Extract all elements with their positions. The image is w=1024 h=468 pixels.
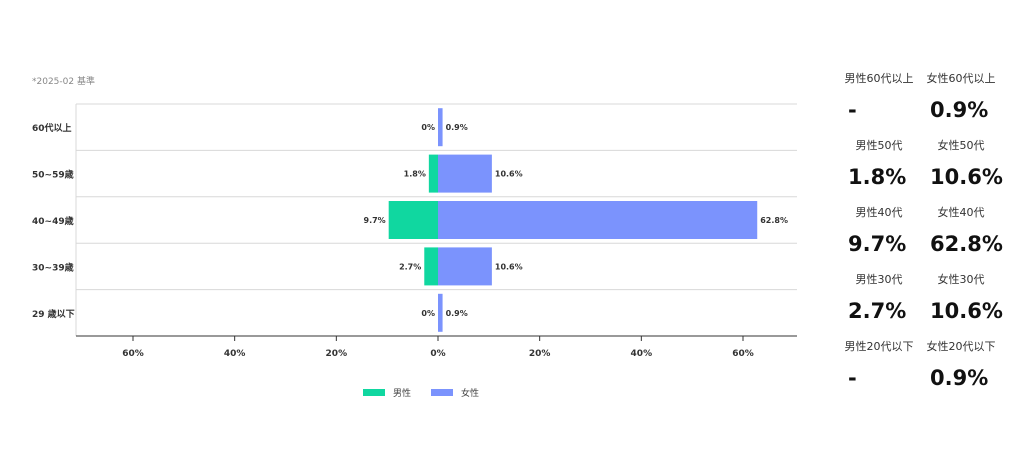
data-label-female: 10.6%: [495, 170, 523, 179]
bar-female: [438, 108, 443, 147]
stat-value: 10.6%: [930, 299, 1003, 323]
stat-row-60s: 男性60代以上 - 女性60代以上 0.9%: [838, 62, 1008, 129]
stat-label: 女性60代以上: [926, 72, 996, 85]
age-gender-chart: 60% 40% 20% 0% 20% 40% 60% 60代以上 50~59歳 40~49歳 30~…: [32, 103, 797, 359]
stat-label: 女性50代: [937, 139, 985, 152]
stat-male-20s: 男性20代以下 -: [838, 330, 920, 397]
stat-row-30s: 男性30代 2.7% 女性30代 10.6%: [838, 263, 1008, 330]
legend-label-male: 男性: [393, 389, 412, 399]
stats-panel: 男性60代以上 - 女性60代以上 0.9% 男性50代 1.8% 女性50代 …: [838, 62, 1008, 397]
category-label: 40~49歳: [32, 215, 74, 227]
chart-legend: 男性 女性: [363, 386, 499, 399]
stat-label: 男性20代以下: [844, 340, 914, 353]
stat-female-60s: 女性60代以上 0.9%: [920, 62, 1002, 129]
stat-male-40s: 男性40代 9.7%: [838, 196, 920, 263]
stat-label: 男性60代以上: [844, 72, 914, 85]
stat-female-20s: 女性20代以下 0.9%: [920, 330, 1002, 397]
stat-value: 0.9%: [930, 98, 989, 122]
data-label-female: 0.9%: [446, 123, 468, 132]
stat-label: 男性50代: [855, 139, 903, 152]
stat-value: 1.8%: [848, 165, 907, 189]
legend-item-female[interactable]: 女性: [431, 386, 479, 399]
bar-female: [438, 154, 492, 193]
stat-row-20s: 男性20代以下 - 女性20代以下 0.9%: [838, 330, 1008, 397]
data-label-female: 10.6%: [495, 262, 523, 271]
legend-swatch-female: [431, 389, 454, 396]
x-tick-label: 40%: [224, 349, 246, 359]
stat-female-50s: 女性50代 10.6%: [920, 129, 1003, 196]
stat-value: 62.8%: [930, 232, 1003, 256]
bar-female: [438, 247, 492, 286]
data-label-male: 2.7%: [399, 262, 421, 271]
stat-value: 0.9%: [930, 366, 989, 390]
stat-male-50s: 男性50代 1.8%: [838, 129, 920, 196]
x-tick-label: 20%: [326, 349, 348, 359]
stat-value: -: [848, 98, 857, 122]
data-label-male: 0%: [421, 123, 435, 132]
category-label: 29 歳以下: [32, 308, 75, 320]
stat-label: 女性20代以下: [926, 340, 996, 353]
base-date-note: *2025-02 基準: [32, 77, 95, 87]
stat-label: 男性30代: [855, 273, 903, 286]
stat-row-50s: 男性50代 1.8% 女性50代 10.6%: [838, 129, 1008, 196]
x-tick-label: 20%: [529, 349, 551, 359]
data-label-male: 9.7%: [364, 216, 386, 225]
legend-swatch-male: [363, 389, 385, 396]
x-tick-label: 60%: [732, 349, 754, 359]
stat-female-40s: 女性40代 62.8%: [920, 196, 1003, 263]
stat-male-30s: 男性30代 2.7%: [838, 263, 920, 330]
x-tick-label: 0%: [430, 349, 445, 359]
x-tick-label: 60%: [122, 349, 144, 359]
x-tick-label: 40%: [631, 349, 653, 359]
stat-label: 女性30代: [937, 273, 985, 286]
category-label: 50~59歳: [32, 169, 74, 181]
stat-row-40s: 男性40代 9.7% 女性40代 62.8%: [838, 196, 1008, 263]
stat-value: 9.7%: [848, 232, 907, 256]
category-label: 30~39歳: [32, 261, 74, 273]
data-label-female: 62.8%: [760, 216, 788, 225]
bar-female: [438, 293, 443, 332]
legend-item-male[interactable]: 男性: [363, 386, 411, 399]
category-label: 60代以上: [32, 122, 72, 134]
stat-value: -: [848, 366, 857, 390]
bar-male: [428, 154, 438, 193]
data-label-male: 0%: [421, 309, 435, 318]
stat-female-30s: 女性30代 10.6%: [920, 263, 1003, 330]
legend-label-female: 女性: [461, 389, 480, 399]
stat-label: 男性40代: [855, 206, 903, 219]
data-label-male: 1.8%: [404, 170, 426, 179]
data-label-female: 0.9%: [446, 309, 468, 318]
stat-label: 女性40代: [937, 206, 985, 219]
bar-female: [438, 201, 758, 239]
stat-male-60s: 男性60代以上 -: [838, 62, 920, 129]
stat-value: 10.6%: [930, 165, 1003, 189]
bar-male: [388, 201, 438, 239]
stat-value: 2.7%: [848, 299, 907, 323]
bar-male: [424, 247, 438, 286]
